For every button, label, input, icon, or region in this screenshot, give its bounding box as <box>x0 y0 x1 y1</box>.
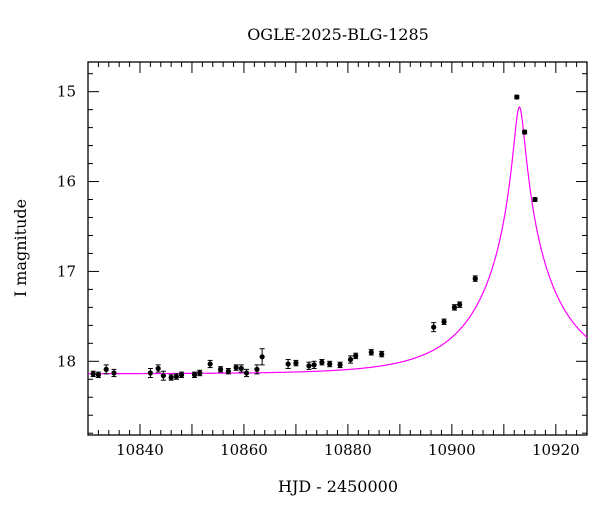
chart-title: OGLE-2025-BLG-1285 <box>247 25 429 44</box>
data-point <box>173 373 179 380</box>
model-curve <box>88 106 588 375</box>
x-tick-label: 10860 <box>220 441 268 459</box>
data-point <box>259 354 265 360</box>
x-tick-label: 10840 <box>116 441 164 459</box>
data-point <box>147 370 153 376</box>
data-point <box>522 129 528 135</box>
data-point <box>160 373 166 379</box>
y-tick-label: 18 <box>57 352 76 370</box>
data-point <box>431 324 437 330</box>
data-point <box>379 351 385 357</box>
data-point <box>103 366 109 372</box>
y-axis-label: I magnitude <box>11 199 30 297</box>
data-point <box>451 304 458 310</box>
plot-frame <box>87 61 588 436</box>
data-point <box>285 361 291 367</box>
data-point <box>311 362 317 368</box>
data-point <box>368 349 374 355</box>
data-point <box>327 361 333 367</box>
data-point <box>178 372 185 378</box>
data-point <box>197 370 203 376</box>
data-points-group <box>90 94 538 381</box>
x-tick-label: 10900 <box>428 441 476 459</box>
data-point <box>306 363 312 369</box>
x-axis-label: HJD - 2450000 <box>278 477 398 496</box>
data-point <box>95 372 101 378</box>
y-tick-label: 17 <box>57 262 76 280</box>
data-point <box>337 362 343 368</box>
data-point <box>293 360 299 366</box>
data-point <box>155 365 161 372</box>
data-point <box>238 365 244 372</box>
y-tick-label: 16 <box>57 173 76 191</box>
data-point <box>532 196 538 203</box>
data-point <box>225 368 231 374</box>
x-tick-label: 10920 <box>532 441 580 459</box>
data-point <box>233 364 239 371</box>
data-point <box>168 374 174 381</box>
data-point <box>191 372 198 378</box>
data-point <box>514 94 520 100</box>
data-point <box>441 319 447 325</box>
data-point <box>217 366 224 372</box>
model-curve-group <box>88 106 588 375</box>
data-point <box>347 356 354 363</box>
data-point <box>457 302 463 308</box>
data-point <box>90 371 96 377</box>
data-point <box>243 370 250 376</box>
axis-ticks <box>87 62 588 435</box>
axis-tick-labels: 10840 10860 10880 10900 10920 15 16 17 18 <box>57 83 580 459</box>
y-tick-label: 15 <box>57 83 76 101</box>
data-point <box>207 361 213 367</box>
x-tick-label: 10880 <box>324 441 372 459</box>
data-point <box>111 370 117 376</box>
data-point <box>319 359 325 365</box>
data-point <box>353 353 359 359</box>
data-point <box>254 366 260 372</box>
data-point <box>472 276 478 282</box>
